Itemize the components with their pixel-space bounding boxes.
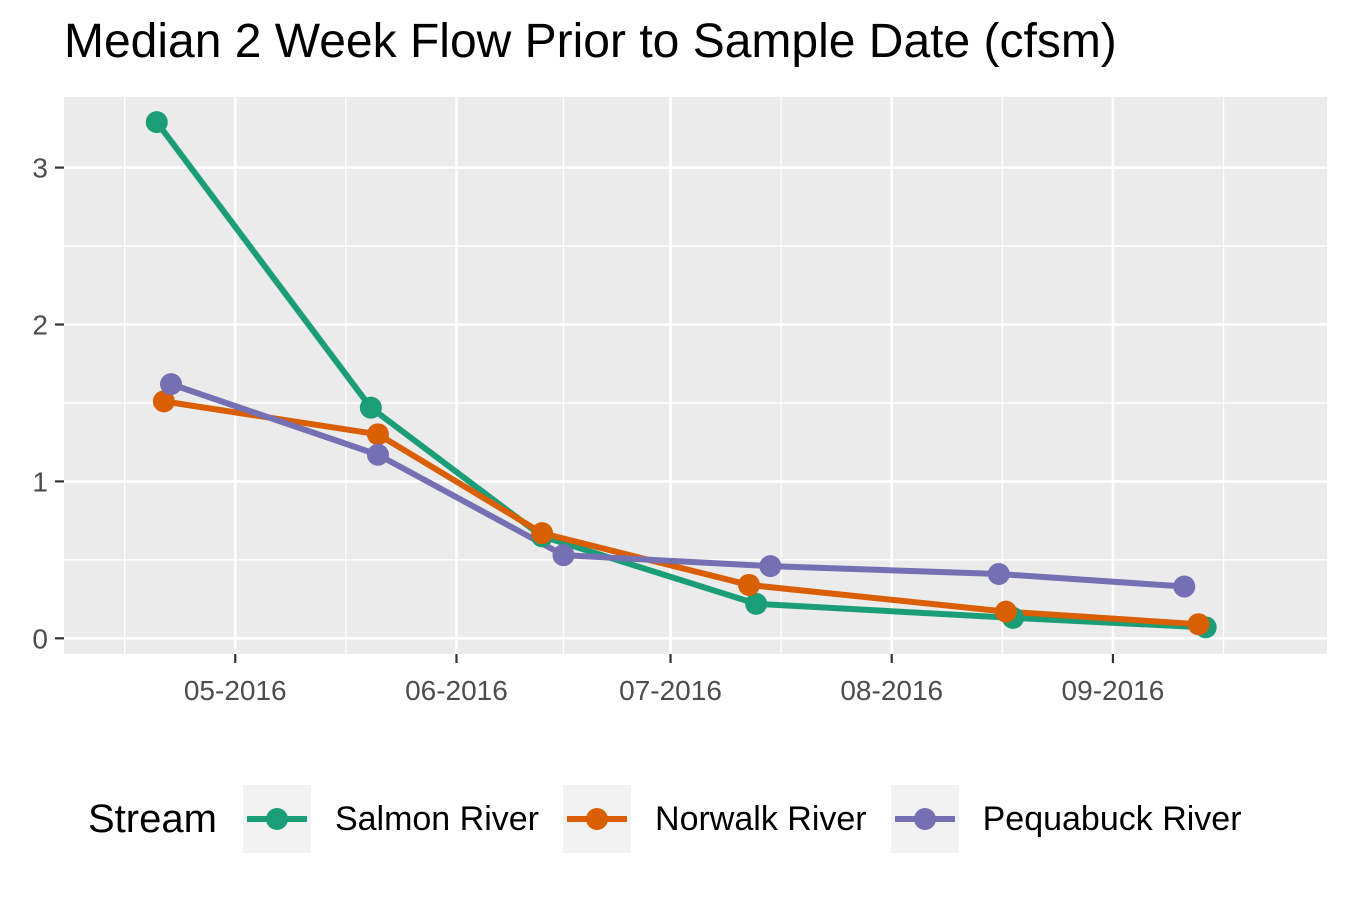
series-layer xyxy=(145,111,1217,639)
data-point xyxy=(145,111,168,134)
legend-label: Pequabuck River xyxy=(982,799,1242,838)
data-point xyxy=(759,555,782,578)
legend-line-point-icon xyxy=(894,808,955,830)
data-point xyxy=(552,544,575,567)
data-point xyxy=(152,390,175,413)
legend-key xyxy=(563,785,632,853)
data-point xyxy=(994,600,1017,623)
data-point xyxy=(1187,613,1210,636)
data-point xyxy=(366,443,389,466)
legend-item: Pequabuck River xyxy=(890,785,1242,853)
chart-title: Median 2 Week Flow Prior to Sample Date … xyxy=(64,15,1117,68)
legend-item: Salmon River xyxy=(242,785,540,853)
y-tick-label: 3 xyxy=(32,153,48,184)
legend-item: Norwalk River xyxy=(563,785,867,853)
y-tick-label: 2 xyxy=(32,310,48,341)
legend-key xyxy=(890,785,959,853)
legend-label: Norwalk River xyxy=(655,799,867,838)
legend: Stream Salmon River Norwalk River Pequabuc… xyxy=(88,784,1266,854)
axes: 0 1 2 3 05-2016 06-2016 07-2016 08-2016 09-2016 xyxy=(32,153,1164,706)
legend-label: Salmon River xyxy=(334,799,540,838)
minor-gridlines xyxy=(64,97,1327,654)
series-line xyxy=(154,120,1206,631)
legend-key xyxy=(242,785,311,853)
x-tick-label: 07-2016 xyxy=(619,675,722,706)
x-tick-label: 06-2016 xyxy=(405,675,508,706)
series-line xyxy=(170,381,1185,590)
data-point xyxy=(359,396,382,419)
legend-line-point-icon xyxy=(246,808,307,830)
legend-line-point-icon xyxy=(567,808,628,830)
y-tick-label: 0 xyxy=(32,623,48,654)
data-point xyxy=(738,573,761,596)
x-tick-label: 05-2016 xyxy=(184,675,287,706)
x-tick-label: 08-2016 xyxy=(840,675,943,706)
data-point xyxy=(745,592,768,615)
legend-items: Salmon River Norwalk River Pequabuck River xyxy=(242,785,1266,853)
data-point xyxy=(987,562,1010,585)
x-tick-label: 09-2016 xyxy=(1062,675,1165,706)
legend-title: Stream xyxy=(88,796,217,841)
data-point xyxy=(366,423,389,446)
y-tick-label: 1 xyxy=(32,466,48,497)
data-point xyxy=(1173,575,1196,598)
data-point xyxy=(531,522,554,545)
data-point xyxy=(160,373,183,396)
